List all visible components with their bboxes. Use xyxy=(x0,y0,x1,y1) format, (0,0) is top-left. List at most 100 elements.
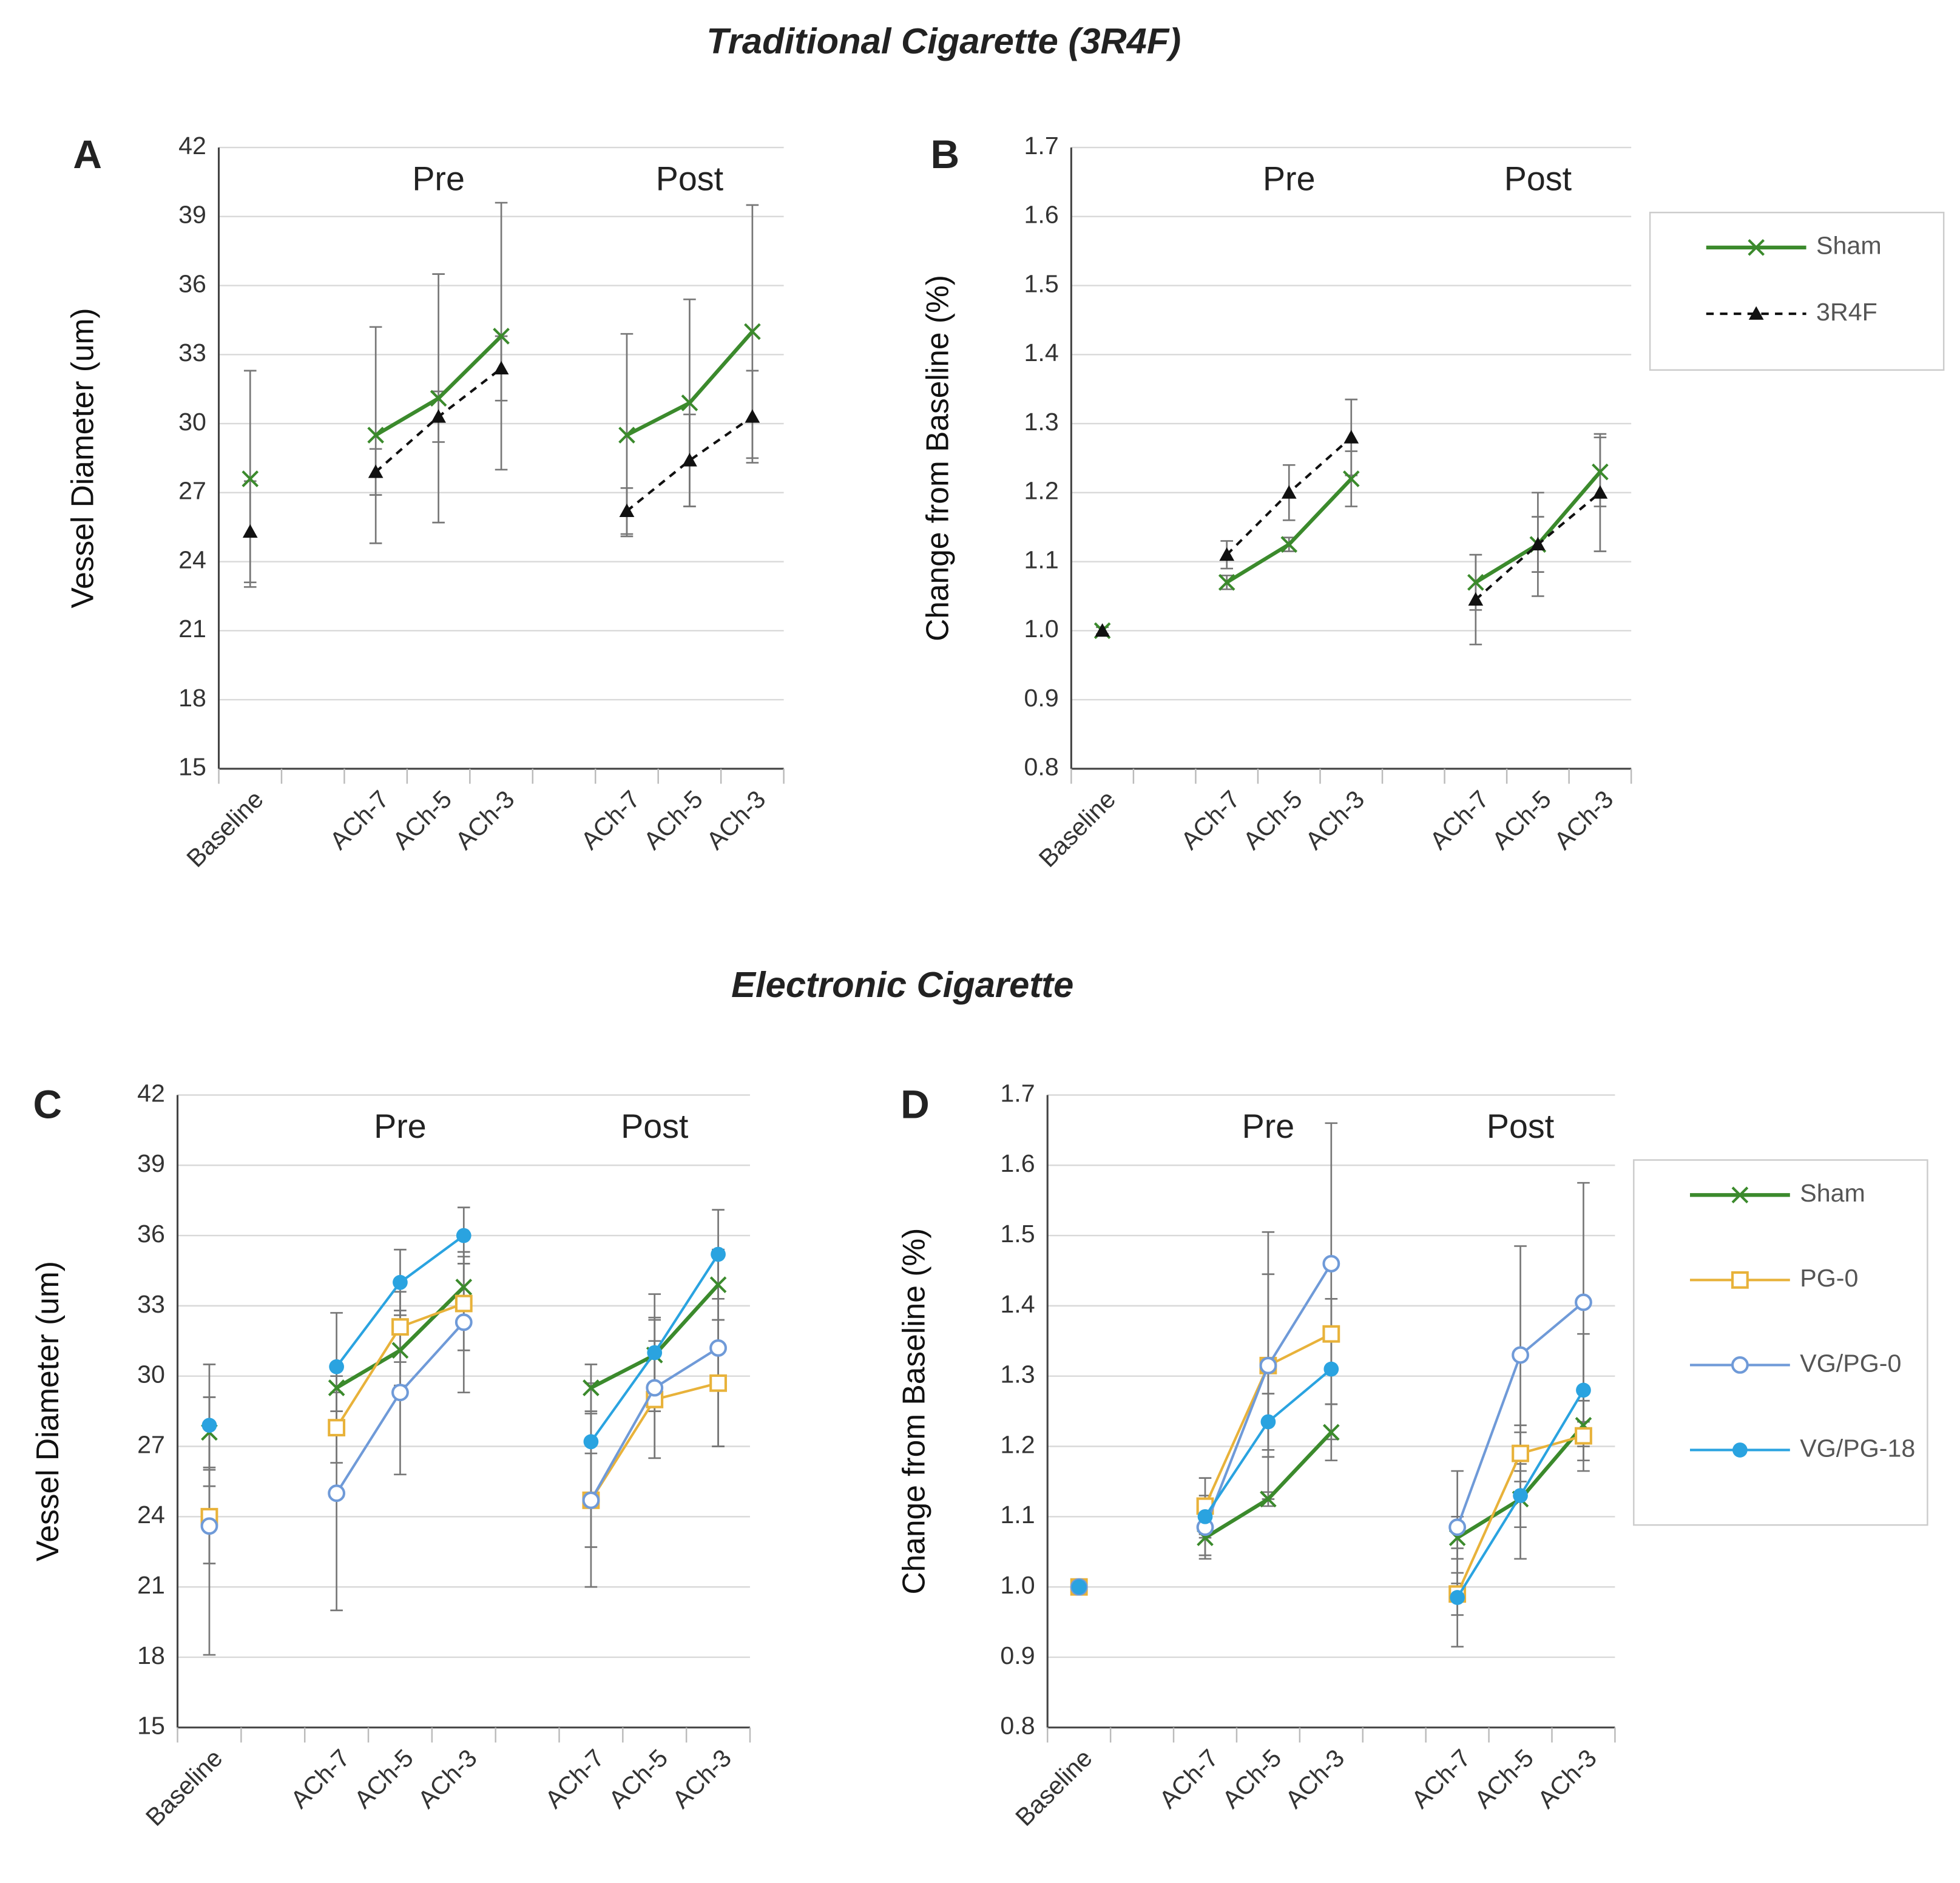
y-tick-label: 1.7 xyxy=(1024,132,1059,160)
legend-marker xyxy=(1731,1186,1749,1204)
marker xyxy=(201,1418,217,1433)
legend-marker xyxy=(1748,306,1764,320)
marker xyxy=(328,1379,345,1396)
y-tick-label: 30 xyxy=(178,408,206,436)
marker xyxy=(1342,470,1360,487)
panel-label: C xyxy=(33,1081,63,1126)
y-tick-label: 21 xyxy=(178,615,206,643)
y-tick-label: 33 xyxy=(137,1290,165,1318)
y-tick-label: 1.5 xyxy=(1000,1220,1035,1248)
marker xyxy=(1576,1382,1591,1398)
y-axis-title: Vessel Diameter (um) xyxy=(30,1261,65,1561)
y-tick-label: 0.9 xyxy=(1000,1641,1035,1669)
marker xyxy=(242,470,259,487)
y-tick-label: 39 xyxy=(137,1149,165,1177)
marker xyxy=(1512,1346,1529,1364)
marker xyxy=(431,409,446,423)
marker xyxy=(493,360,509,374)
y-tick-label: 42 xyxy=(137,1079,165,1107)
y-tick-label: 33 xyxy=(178,339,206,367)
group-label: Post xyxy=(656,160,724,197)
marker xyxy=(200,1517,218,1535)
y-tick-label: 42 xyxy=(178,132,206,160)
y-tick-label: 1.5 xyxy=(1024,269,1059,297)
y-tick-label: 18 xyxy=(178,684,206,712)
marker xyxy=(709,1339,727,1357)
marker xyxy=(1575,1427,1592,1445)
legend-label: VG/PG-0 xyxy=(1800,1349,1901,1377)
legend-label: Sham xyxy=(1800,1179,1865,1207)
y-tick-label: 15 xyxy=(137,1712,165,1740)
y-tick-label: 15 xyxy=(178,753,206,781)
y-tick-label: 36 xyxy=(137,1220,165,1248)
legend-label: VG/PG-18 xyxy=(1800,1434,1915,1462)
group-label: Pre xyxy=(412,160,465,197)
section-title: Traditional Cigarette (3R4F) xyxy=(706,21,1181,61)
legend-label: Sham xyxy=(1816,232,1882,260)
legend-box xyxy=(1649,211,1945,371)
y-tick-label: 24 xyxy=(178,546,206,573)
marker xyxy=(368,464,384,478)
marker xyxy=(583,1434,599,1450)
marker xyxy=(493,328,510,345)
y-tick-label: 1.2 xyxy=(1000,1430,1035,1458)
marker xyxy=(430,390,447,407)
y-axis-title: Change from Baseline (%) xyxy=(896,1228,931,1595)
y-tick-label: 36 xyxy=(178,269,206,297)
marker xyxy=(1592,485,1608,499)
marker xyxy=(1260,1490,1277,1508)
marker xyxy=(1530,536,1546,551)
panel-label: A xyxy=(73,132,102,177)
marker xyxy=(1281,485,1297,499)
marker xyxy=(367,427,384,444)
y-tick-label: 1.7 xyxy=(1000,1079,1035,1107)
y-tick-label: 1.3 xyxy=(1024,408,1059,436)
marker xyxy=(1450,1590,1465,1605)
marker xyxy=(583,1379,600,1396)
marker xyxy=(1322,1325,1340,1343)
marker xyxy=(1219,547,1235,561)
y-tick-label: 1.0 xyxy=(1024,615,1059,643)
marker xyxy=(1343,430,1359,444)
y-tick-label: 18 xyxy=(137,1641,165,1669)
group-label: Post xyxy=(1504,160,1572,197)
legend-label: PG-0 xyxy=(1800,1264,1858,1292)
y-tick-label: 1.4 xyxy=(1024,339,1059,367)
marker xyxy=(744,323,761,340)
y-tick-label: 1.6 xyxy=(1000,1149,1035,1177)
y-tick-label: 1.0 xyxy=(1000,1571,1035,1599)
marker xyxy=(1280,536,1298,553)
marker xyxy=(1467,573,1484,591)
marker xyxy=(391,1384,409,1402)
group-label: Pre xyxy=(374,1107,427,1145)
legend-marker xyxy=(1748,239,1765,256)
y-tick-label: 0.9 xyxy=(1024,684,1059,712)
marker xyxy=(242,524,258,538)
group-label: Post xyxy=(621,1107,689,1145)
marker xyxy=(682,453,697,467)
legend-marker xyxy=(1731,1356,1749,1374)
legend-label: 3R4F xyxy=(1816,298,1877,326)
marker xyxy=(328,1419,346,1437)
marker xyxy=(455,1313,473,1331)
marker xyxy=(1513,1488,1528,1503)
y-tick-label: 1.1 xyxy=(1000,1501,1035,1529)
marker xyxy=(619,503,635,518)
marker xyxy=(391,1342,409,1359)
marker xyxy=(709,1276,727,1293)
marker xyxy=(1575,1293,1592,1311)
marker xyxy=(455,1294,473,1313)
panel-label: B xyxy=(931,132,960,177)
group-label: Pre xyxy=(1242,1107,1295,1145)
marker xyxy=(393,1274,408,1290)
legend-box xyxy=(1633,1159,1928,1526)
y-axis-title: Change from Baseline (%) xyxy=(920,275,955,641)
y-tick-label: 1.4 xyxy=(1000,1290,1035,1318)
marker xyxy=(582,1491,600,1509)
y-tick-label: 0.8 xyxy=(1000,1712,1035,1740)
marker xyxy=(1095,623,1110,637)
